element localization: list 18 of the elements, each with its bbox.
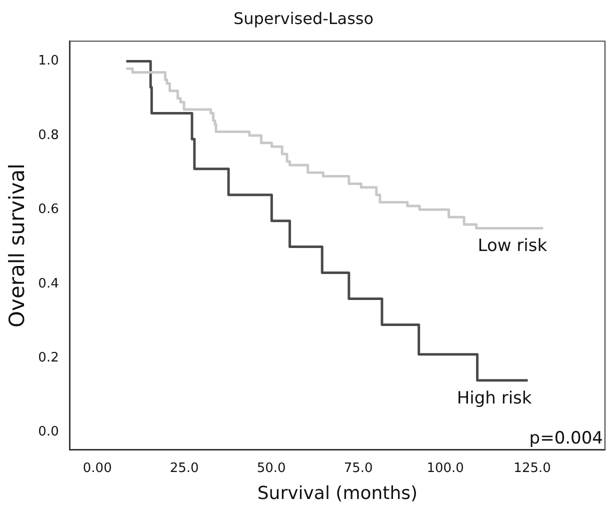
x-tick-label: 25.0 (170, 460, 199, 476)
chart-title: Supervised-Lasso (233, 8, 374, 28)
y-tick-label: 0.2 (38, 350, 59, 366)
x-tick-label: 50.0 (256, 460, 286, 476)
y-tick-label: 0.6 (38, 202, 59, 218)
series-label: High risk (456, 388, 532, 408)
y-tick-label: 1.0 (38, 54, 59, 69)
x-tick-label: 125.0 (514, 460, 551, 476)
series-label: Low risk (478, 236, 548, 256)
x-axis-title: Survival (months) (257, 482, 418, 504)
annotation: p=0.004 (529, 428, 603, 449)
y-tick-label: 0.0 (38, 424, 59, 440)
y-tick-label: 0.8 (38, 128, 59, 143)
x-tick-label: 75.0 (344, 460, 373, 476)
y-axis-title: Overall survival (5, 163, 30, 328)
x-tick-label: 100.0 (426, 460, 464, 476)
y-tick-label: 0.4 (38, 276, 59, 292)
x-tick-label: 0.00 (82, 460, 112, 476)
